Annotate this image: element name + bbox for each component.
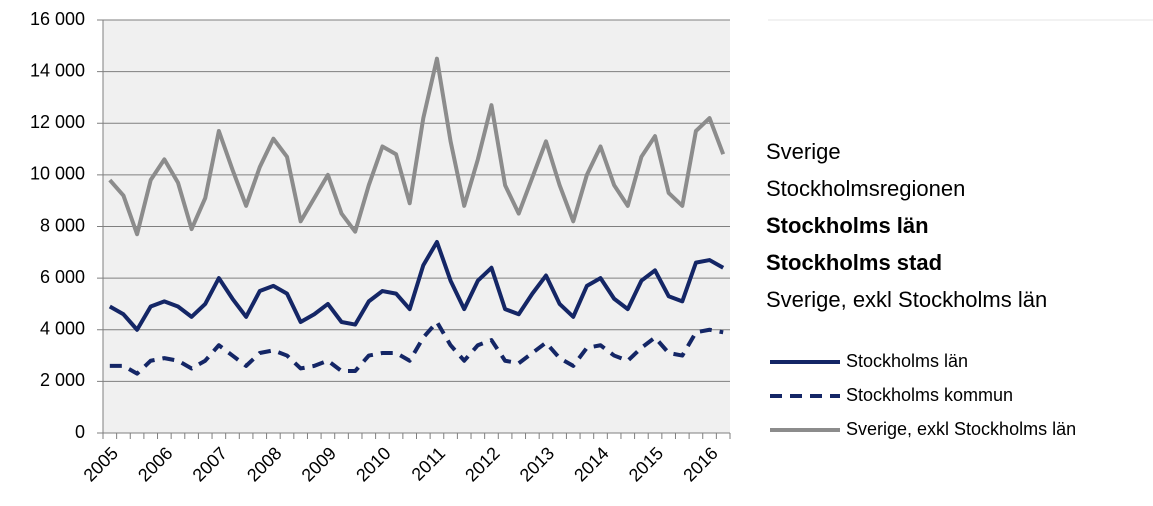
x-tick-label: 2013	[516, 443, 558, 485]
y-tick-label: 2 000	[40, 370, 85, 390]
x-tick-label: 2012	[461, 443, 503, 485]
option[interactable]: Sverige	[766, 139, 841, 164]
legend-label: Sverige, exkl Stockholms län	[846, 419, 1076, 439]
x-tick-label: 2016	[679, 443, 721, 485]
y-tick-label: 6 000	[40, 267, 85, 287]
x-tick-label: 2009	[298, 443, 340, 485]
option[interactable]: Sverige, exkl Stockholms län	[766, 287, 1047, 312]
y-tick-label: 16 000	[30, 9, 85, 29]
option[interactable]: Stockholmsregionen	[766, 176, 965, 201]
y-tick-label: 12 000	[30, 112, 85, 132]
y-tick-label: 10 000	[30, 164, 85, 184]
x-tick-label: 2010	[352, 443, 394, 485]
legend-label: Stockholms län	[846, 351, 968, 371]
x-tick-label: 2015	[625, 443, 667, 485]
x-tick-label: 2011	[408, 443, 450, 485]
option[interactable]: Stockholms län	[766, 213, 929, 238]
legend-label: Stockholms kommun	[846, 385, 1013, 405]
x-tick-label: 2008	[243, 443, 285, 485]
x-tick-label: 2006	[134, 443, 176, 485]
x-tick-label: 2007	[189, 443, 231, 485]
y-tick-label: 8 000	[40, 215, 85, 235]
series-line	[108, 239, 725, 332]
x-tick-label: 2014	[570, 443, 612, 485]
y-tick-label: 0	[75, 422, 85, 442]
series-line	[108, 56, 726, 237]
option[interactable]: Stockholms stad	[766, 250, 942, 275]
series-line	[109, 320, 724, 376]
y-tick-label: 14 000	[30, 60, 85, 80]
x-tick-label: 2005	[80, 443, 122, 485]
y-tick-label: 4 000	[40, 319, 85, 339]
